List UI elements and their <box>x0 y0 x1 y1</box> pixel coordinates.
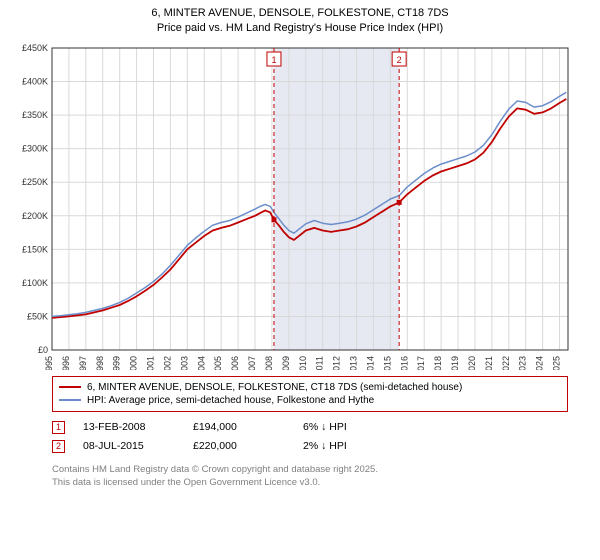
chart-title: 6, MINTER AVENUE, DENSOLE, FOLKESTONE, C… <box>8 6 592 36</box>
svg-text:2011: 2011 <box>315 356 325 370</box>
svg-text:2009: 2009 <box>281 356 291 370</box>
events-table: 1 13-FEB-2008 £194,000 6% ↓ HPI 2 08-JUL-2015… <box>52 418 568 456</box>
event-price: £194,000 <box>193 421 285 433</box>
title-line-1: 6, MINTER AVENUE, DENSOLE, FOLKESTONE, C… <box>8 6 592 21</box>
svg-text:2018: 2018 <box>433 356 443 370</box>
svg-text:2003: 2003 <box>179 356 189 370</box>
svg-text:2022: 2022 <box>501 356 511 370</box>
event-row: 2 08-JUL-2015 £220,000 2% ↓ HPI <box>52 437 568 456</box>
svg-text:£400K: £400K <box>22 76 48 86</box>
legend-swatch <box>59 386 81 388</box>
svg-text:1999: 1999 <box>112 356 122 370</box>
legend-item: 6, MINTER AVENUE, DENSOLE, FOLKESTONE, C… <box>59 381 561 394</box>
legend-label: 6, MINTER AVENUE, DENSOLE, FOLKESTONE, C… <box>87 382 462 393</box>
svg-text:2024: 2024 <box>535 356 545 370</box>
svg-text:1996: 1996 <box>61 356 71 370</box>
svg-text:2017: 2017 <box>416 356 426 370</box>
svg-text:2015: 2015 <box>382 356 392 370</box>
svg-text:2023: 2023 <box>518 356 528 370</box>
svg-text:£450K: £450K <box>22 43 48 53</box>
svg-text:2007: 2007 <box>247 356 257 370</box>
svg-text:1998: 1998 <box>95 356 105 370</box>
event-marker-box: 2 <box>52 440 65 453</box>
svg-text:£150K: £150K <box>22 244 48 254</box>
svg-text:2001: 2001 <box>146 356 156 370</box>
event-price: £220,000 <box>193 440 285 452</box>
legend-box: 6, MINTER AVENUE, DENSOLE, FOLKESTONE, C… <box>52 376 568 412</box>
svg-text:£50K: £50K <box>27 311 48 321</box>
svg-text:2006: 2006 <box>230 356 240 370</box>
svg-text:2020: 2020 <box>467 356 477 370</box>
legend-item: HPI: Average price, semi-detached house,… <box>59 394 561 407</box>
svg-text:1997: 1997 <box>78 356 88 370</box>
event-date: 13-FEB-2008 <box>83 421 175 433</box>
svg-text:2025: 2025 <box>552 356 562 370</box>
svg-text:2019: 2019 <box>450 356 460 370</box>
svg-text:£250K: £250K <box>22 177 48 187</box>
event-row: 1 13-FEB-2008 £194,000 6% ↓ HPI <box>52 418 568 437</box>
title-line-2: Price paid vs. HM Land Registry's House … <box>8 21 592 36</box>
chart-svg: £0 £50K £100K £150K £200K £250K £300K £350K £400… <box>8 40 592 370</box>
legend-swatch <box>59 399 81 401</box>
svg-text:2016: 2016 <box>399 356 409 370</box>
svg-text:2000: 2000 <box>129 356 139 370</box>
svg-text:2002: 2002 <box>162 356 172 370</box>
svg-text:1995: 1995 <box>44 356 54 370</box>
svg-text:2004: 2004 <box>196 356 206 370</box>
footer-line-1: Contains HM Land Registry data © Crown c… <box>52 464 568 477</box>
event-marker-box: 1 <box>52 421 65 434</box>
svg-text:2008: 2008 <box>264 356 274 370</box>
event-delta: 6% ↓ HPI <box>303 421 395 433</box>
svg-text:£0: £0 <box>38 345 48 355</box>
svg-text:2010: 2010 <box>298 356 308 370</box>
legend-label: HPI: Average price, semi-detached house,… <box>87 395 374 406</box>
svg-text:£200K: £200K <box>22 210 48 220</box>
svg-text:1: 1 <box>271 55 276 65</box>
svg-text:£100K: £100K <box>22 278 48 288</box>
svg-text:£350K: £350K <box>22 110 48 120</box>
svg-text:£300K: £300K <box>22 143 48 153</box>
footer-line-2: This data is licensed under the Open Gov… <box>52 477 568 490</box>
event-date: 08-JUL-2015 <box>83 440 175 452</box>
svg-text:2: 2 <box>397 55 402 65</box>
svg-text:2012: 2012 <box>332 356 342 370</box>
svg-text:2005: 2005 <box>213 356 223 370</box>
chart: £0 £50K £100K £150K £200K £250K £300K £350K £400… <box>8 40 592 370</box>
svg-text:2014: 2014 <box>365 356 375 370</box>
svg-text:2013: 2013 <box>349 356 359 370</box>
event-delta: 2% ↓ HPI <box>303 440 395 452</box>
svg-text:2021: 2021 <box>484 356 494 370</box>
footer-attribution: Contains HM Land Registry data © Crown c… <box>52 464 568 490</box>
